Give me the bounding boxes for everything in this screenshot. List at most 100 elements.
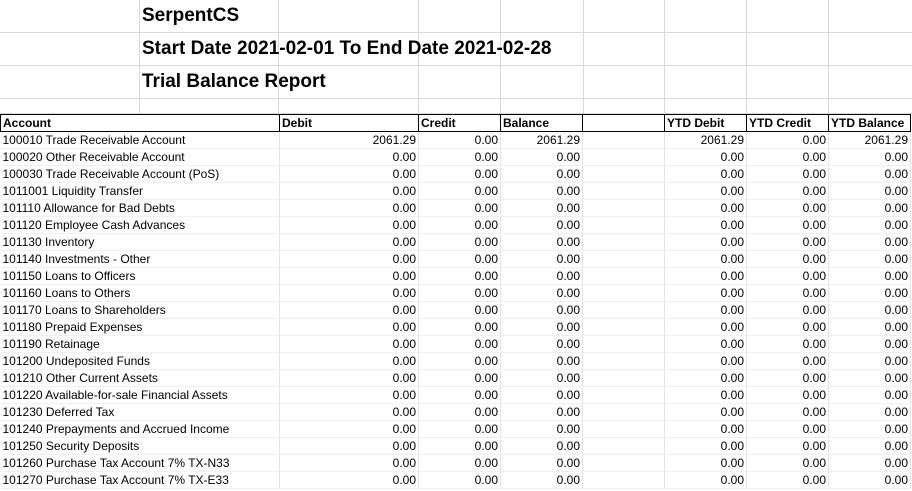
cell-account[interactable]: 101120 Employee Cash Advances <box>0 216 280 234</box>
cell-account[interactable]: 100030 Trade Receivable Account (PoS) <box>0 165 280 183</box>
cell-balance[interactable]: 0.00 <box>500 352 583 370</box>
cell-debit[interactable]: 0.00 <box>279 437 419 455</box>
cell-ytd-credit[interactable]: 0.00 <box>746 301 829 319</box>
cell-account[interactable]: 101260 Purchase Tax Account 7% TX-N33 <box>0 454 280 472</box>
cell-credit[interactable]: 0.00 <box>418 386 501 404</box>
cell-account[interactable]: 101150 Loans to Officers <box>0 267 280 285</box>
cell-credit[interactable]: 0.00 <box>418 403 501 421</box>
cell-ytd-debit[interactable]: 0.00 <box>664 471 747 489</box>
cell-credit[interactable]: 0.00 <box>418 335 501 353</box>
cell-account[interactable]: 101190 Retainage <box>0 335 280 353</box>
cell-credit[interactable]: 0.00 <box>418 471 501 489</box>
cell-ytd-debit[interactable]: 0.00 <box>664 233 747 251</box>
cell-empty[interactable] <box>582 216 665 234</box>
cell-empty[interactable] <box>582 352 665 370</box>
cell-balance[interactable]: 0.00 <box>500 250 583 268</box>
cell-credit[interactable]: 0.00 <box>418 216 501 234</box>
cell-empty[interactable] <box>582 403 665 421</box>
cell-ytd-debit[interactable]: 0.00 <box>664 199 747 217</box>
spacer-row[interactable] <box>0 99 912 114</box>
cell-debit[interactable]: 0.00 <box>279 386 419 404</box>
cell-empty[interactable] <box>582 182 665 200</box>
cell-balance[interactable]: 0.00 <box>500 471 583 489</box>
cell-ytd-credit[interactable]: 0.00 <box>746 386 829 404</box>
cell-balance[interactable]: 0.00 <box>500 267 583 285</box>
cell-ytd-credit[interactable]: 0.00 <box>746 352 829 370</box>
cell-ytd-balance[interactable]: 0.00 <box>828 454 911 472</box>
cell-balance[interactable]: 0.00 <box>500 216 583 234</box>
cell-ytd-balance[interactable]: 0.00 <box>828 437 911 455</box>
cell-debit[interactable]: 0.00 <box>279 284 419 302</box>
cell-empty[interactable] <box>582 165 665 183</box>
cell-ytd-balance[interactable]: 2061.29 <box>828 131 911 149</box>
cell-credit[interactable]: 0.00 <box>418 165 501 183</box>
cell-account[interactable]: 101230 Deferred Tax <box>0 403 280 421</box>
cell-debit[interactable]: 0.00 <box>279 165 419 183</box>
cell-credit[interactable]: 0.00 <box>418 182 501 200</box>
cell-ytd-balance[interactable]: 0.00 <box>828 284 911 302</box>
cell-ytd-balance[interactable]: 0.00 <box>828 369 911 387</box>
cell-ytd-debit[interactable]: 0.00 <box>664 148 747 166</box>
cell-credit[interactable]: 0.00 <box>418 250 501 268</box>
cell-debit[interactable]: 0.00 <box>279 403 419 421</box>
col-header-empty[interactable] <box>582 114 665 132</box>
cell-ytd-debit[interactable]: 0.00 <box>664 420 747 438</box>
cell-account[interactable]: 101200 Undeposited Funds <box>0 352 280 370</box>
cell-credit[interactable]: 0.00 <box>418 233 501 251</box>
cell-debit[interactable]: 0.00 <box>279 318 419 336</box>
cell-empty[interactable] <box>582 284 665 302</box>
cell-ytd-debit[interactable]: 0.00 <box>664 335 747 353</box>
cell-ytd-credit[interactable]: 0.00 <box>746 148 829 166</box>
cell-account[interactable]: 101180 Prepaid Expenses <box>0 318 280 336</box>
cell-balance[interactable]: 0.00 <box>500 386 583 404</box>
cell-debit[interactable]: 2061.29 <box>279 131 419 149</box>
cell-account[interactable]: 101160 Loans to Others <box>0 284 280 302</box>
cell-balance[interactable]: 0.00 <box>500 301 583 319</box>
cell-ytd-debit[interactable]: 0.00 <box>664 216 747 234</box>
cell-balance[interactable]: 0.00 <box>500 182 583 200</box>
cell-ytd-balance[interactable]: 0.00 <box>828 352 911 370</box>
cell-ytd-debit[interactable]: 0.00 <box>664 267 747 285</box>
cell-account[interactable]: 100020 Other Receivable Account <box>0 148 280 166</box>
cell-ytd-credit[interactable]: 0.00 <box>746 165 829 183</box>
cell-balance[interactable]: 0.00 <box>500 420 583 438</box>
cell-credit[interactable]: 0.00 <box>418 267 501 285</box>
cell-ytd-debit[interactable]: 0.00 <box>664 369 747 387</box>
cell-ytd-debit[interactable]: 0.00 <box>664 386 747 404</box>
cell-ytd-balance[interactable]: 0.00 <box>828 471 911 489</box>
cell-credit[interactable]: 0.00 <box>418 318 501 336</box>
cell-debit[interactable]: 0.00 <box>279 335 419 353</box>
col-header-balance[interactable]: Balance <box>500 114 583 132</box>
cell-ytd-debit[interactable]: 0.00 <box>664 284 747 302</box>
cell-empty[interactable] <box>582 233 665 251</box>
cell-credit[interactable]: 0.00 <box>418 454 501 472</box>
cell-ytd-credit[interactable]: 0.00 <box>746 216 829 234</box>
cell-ytd-balance[interactable]: 0.00 <box>828 182 911 200</box>
cell-credit[interactable]: 0.00 <box>418 352 501 370</box>
cell-empty[interactable] <box>582 250 665 268</box>
cell-ytd-credit[interactable]: 0.00 <box>746 250 829 268</box>
cell-debit[interactable]: 0.00 <box>279 182 419 200</box>
cell-ytd-credit[interactable]: 0.00 <box>746 369 829 387</box>
cell-account[interactable]: 100010 Trade Receivable Account <box>0 131 280 149</box>
cell-ytd-balance[interactable]: 0.00 <box>828 267 911 285</box>
cell-ytd-balance[interactable]: 0.00 <box>828 148 911 166</box>
col-header-ytd-credit[interactable]: YTD Credit <box>746 114 829 132</box>
cell-empty[interactable] <box>582 420 665 438</box>
cell-ytd-balance[interactable]: 0.00 <box>828 420 911 438</box>
header-row-title[interactable]: Trial Balance Report <box>0 66 912 99</box>
cell-ytd-debit[interactable]: 0.00 <box>664 318 747 336</box>
cell-credit[interactable]: 0.00 <box>418 301 501 319</box>
cell-ytd-credit[interactable]: 0.00 <box>746 233 829 251</box>
cell-account[interactable]: 101270 Purchase Tax Account 7% TX-E33 <box>0 471 280 489</box>
cell-balance[interactable]: 0.00 <box>500 335 583 353</box>
cell-credit[interactable]: 0.00 <box>418 148 501 166</box>
cell-credit[interactable]: 0.00 <box>418 420 501 438</box>
cell-empty[interactable] <box>582 318 665 336</box>
cell-balance[interactable]: 0.00 <box>500 165 583 183</box>
cell-ytd-credit[interactable]: 0.00 <box>746 284 829 302</box>
cell-empty[interactable] <box>582 454 665 472</box>
cell-balance[interactable]: 0.00 <box>500 318 583 336</box>
cell-ytd-balance[interactable]: 0.00 <box>828 216 911 234</box>
cell-balance[interactable]: 0.00 <box>500 437 583 455</box>
